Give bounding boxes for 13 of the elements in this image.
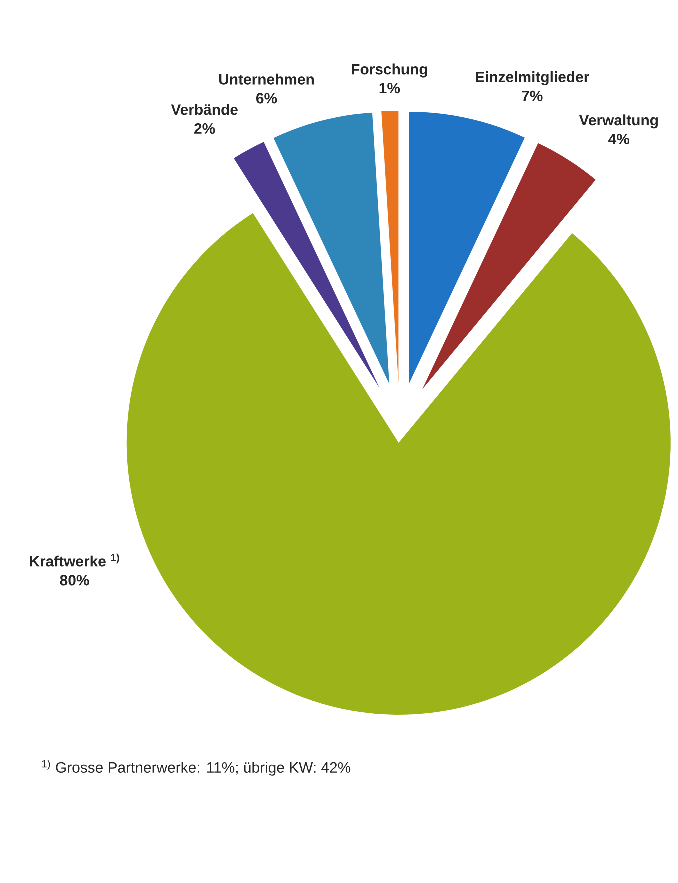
slice-label: Einzelmitglieder	[476, 71, 590, 86]
text: $^{1)}$ Grosse Partnerwerke: 11%; übrige KW: 42%	[42, 760, 351, 776]
slice-label: Unternehmen	[219, 74, 314, 85]
slice-label: Verwaltung	[579, 114, 658, 129]
data-label: 6%	[256, 93, 278, 104]
data-label: 80%	[60, 575, 90, 586]
data-label: 4%	[608, 134, 630, 145]
slice-label: Kraftwerke $^{1)}$	[30, 554, 120, 567]
data-label: 1%	[380, 83, 400, 94]
slice-label: Forschung	[352, 64, 428, 78]
data-label: 7%	[522, 90, 543, 102]
data-label: 2%	[194, 123, 216, 134]
slice-label: Verbände	[171, 104, 238, 116]
